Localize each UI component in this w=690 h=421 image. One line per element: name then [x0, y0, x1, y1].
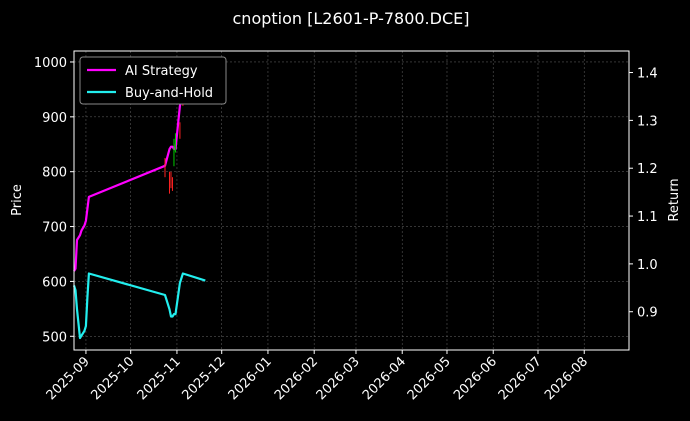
- legend: AI Strategy Buy-and-Hold: [79, 56, 227, 105]
- chart-title: cnoption [L2601-P-7800.DCE]: [233, 9, 470, 28]
- right-axis-title: Return: [667, 178, 682, 221]
- left-tick-label: 1000: [34, 56, 67, 71]
- right-tick-label: 1.0: [637, 258, 658, 273]
- legend-label: Buy-and-Hold: [125, 86, 213, 101]
- plot-frame: [73, 50, 630, 351]
- right-tick-label: 1.3: [637, 114, 658, 129]
- right-tick-label: 0.9: [637, 306, 658, 321]
- left-tick-label: 700: [42, 221, 67, 236]
- left-tick-label: 900: [42, 111, 67, 126]
- left-y-axis: 500 600 700 800 900 1000: [34, 56, 74, 345]
- series-line-buy-and-hold: [72, 272, 206, 340]
- left-tick-label: 500: [42, 330, 67, 345]
- right-tick-label: 1.1: [637, 210, 658, 225]
- legend-box: [79, 56, 227, 105]
- right-y-axis: 0.9 1.0 1.1 1.2 1.3 1.4: [629, 67, 658, 321]
- right-tick-label: 1.4: [637, 67, 658, 82]
- right-tick-label: 1.2: [637, 162, 658, 177]
- left-tick-label: 800: [42, 166, 67, 181]
- legend-label: AI Strategy: [125, 64, 198, 79]
- left-tick-label: 600: [42, 275, 67, 290]
- left-axis-title: Price: [10, 184, 25, 216]
